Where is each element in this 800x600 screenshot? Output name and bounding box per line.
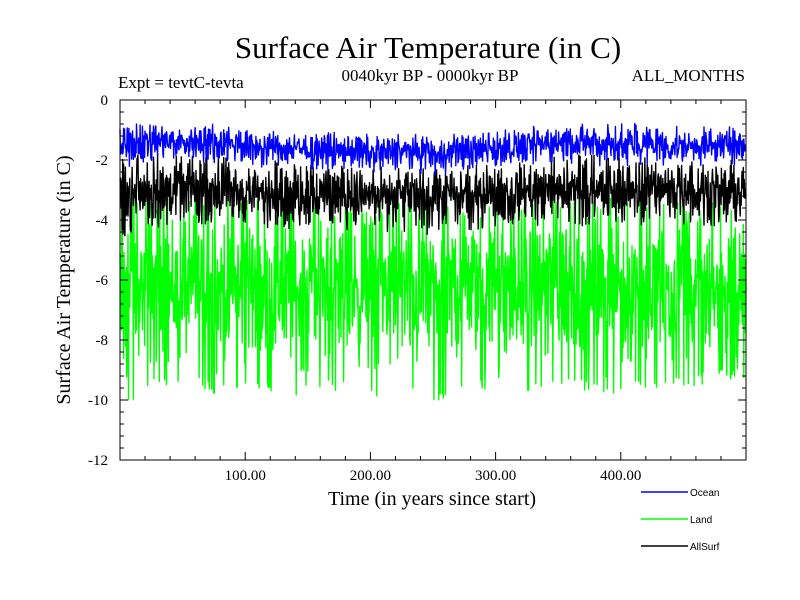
x-axis: 100.00 200.00 300.00 400.00 — [144, 100, 722, 484]
x-tick-label: 200.00 — [350, 468, 391, 484]
x-axis-label: Time (in years since start) — [328, 488, 536, 510]
x-tick-label: 100.00 — [225, 468, 266, 484]
x-tick-label: 400.00 — [600, 468, 641, 484]
series-allsurf-line — [119, 151, 747, 237]
legend-label-allsurf: AllSurf — [690, 542, 720, 553]
y-axis: 0 -2 -4 -6 -8 -10 -12 — [88, 93, 746, 469]
y-tick-label: -6 — [96, 273, 109, 289]
y-tick-label: -8 — [96, 333, 109, 349]
months-label: ALL_MONTHS — [632, 66, 745, 85]
series-ocean-line — [119, 122, 747, 176]
series-layer — [119, 122, 747, 401]
y-tick-label: -4 — [96, 213, 109, 229]
series-land-line — [119, 195, 747, 401]
y-tick-label: -10 — [88, 393, 108, 409]
expt-label: Expt = tevtC-tevta — [118, 73, 244, 92]
legend-label-ocean: Ocean — [690, 488, 719, 499]
y-tick-label: -12 — [88, 453, 108, 469]
y-tick-label: -2 — [96, 153, 109, 169]
legend: Ocean Land AllSurf — [641, 488, 720, 553]
legend-label-land: Land — [690, 515, 712, 526]
chart-title: Surface Air Temperature (in C) — [235, 30, 621, 65]
period-label: 0040kyr BP - 0000kyr BP — [342, 66, 519, 85]
x-tick-label: 300.00 — [475, 468, 516, 484]
y-axis-label: Surface Air Temperature (in C) — [53, 155, 75, 404]
y-tick-label: 0 — [101, 93, 109, 109]
